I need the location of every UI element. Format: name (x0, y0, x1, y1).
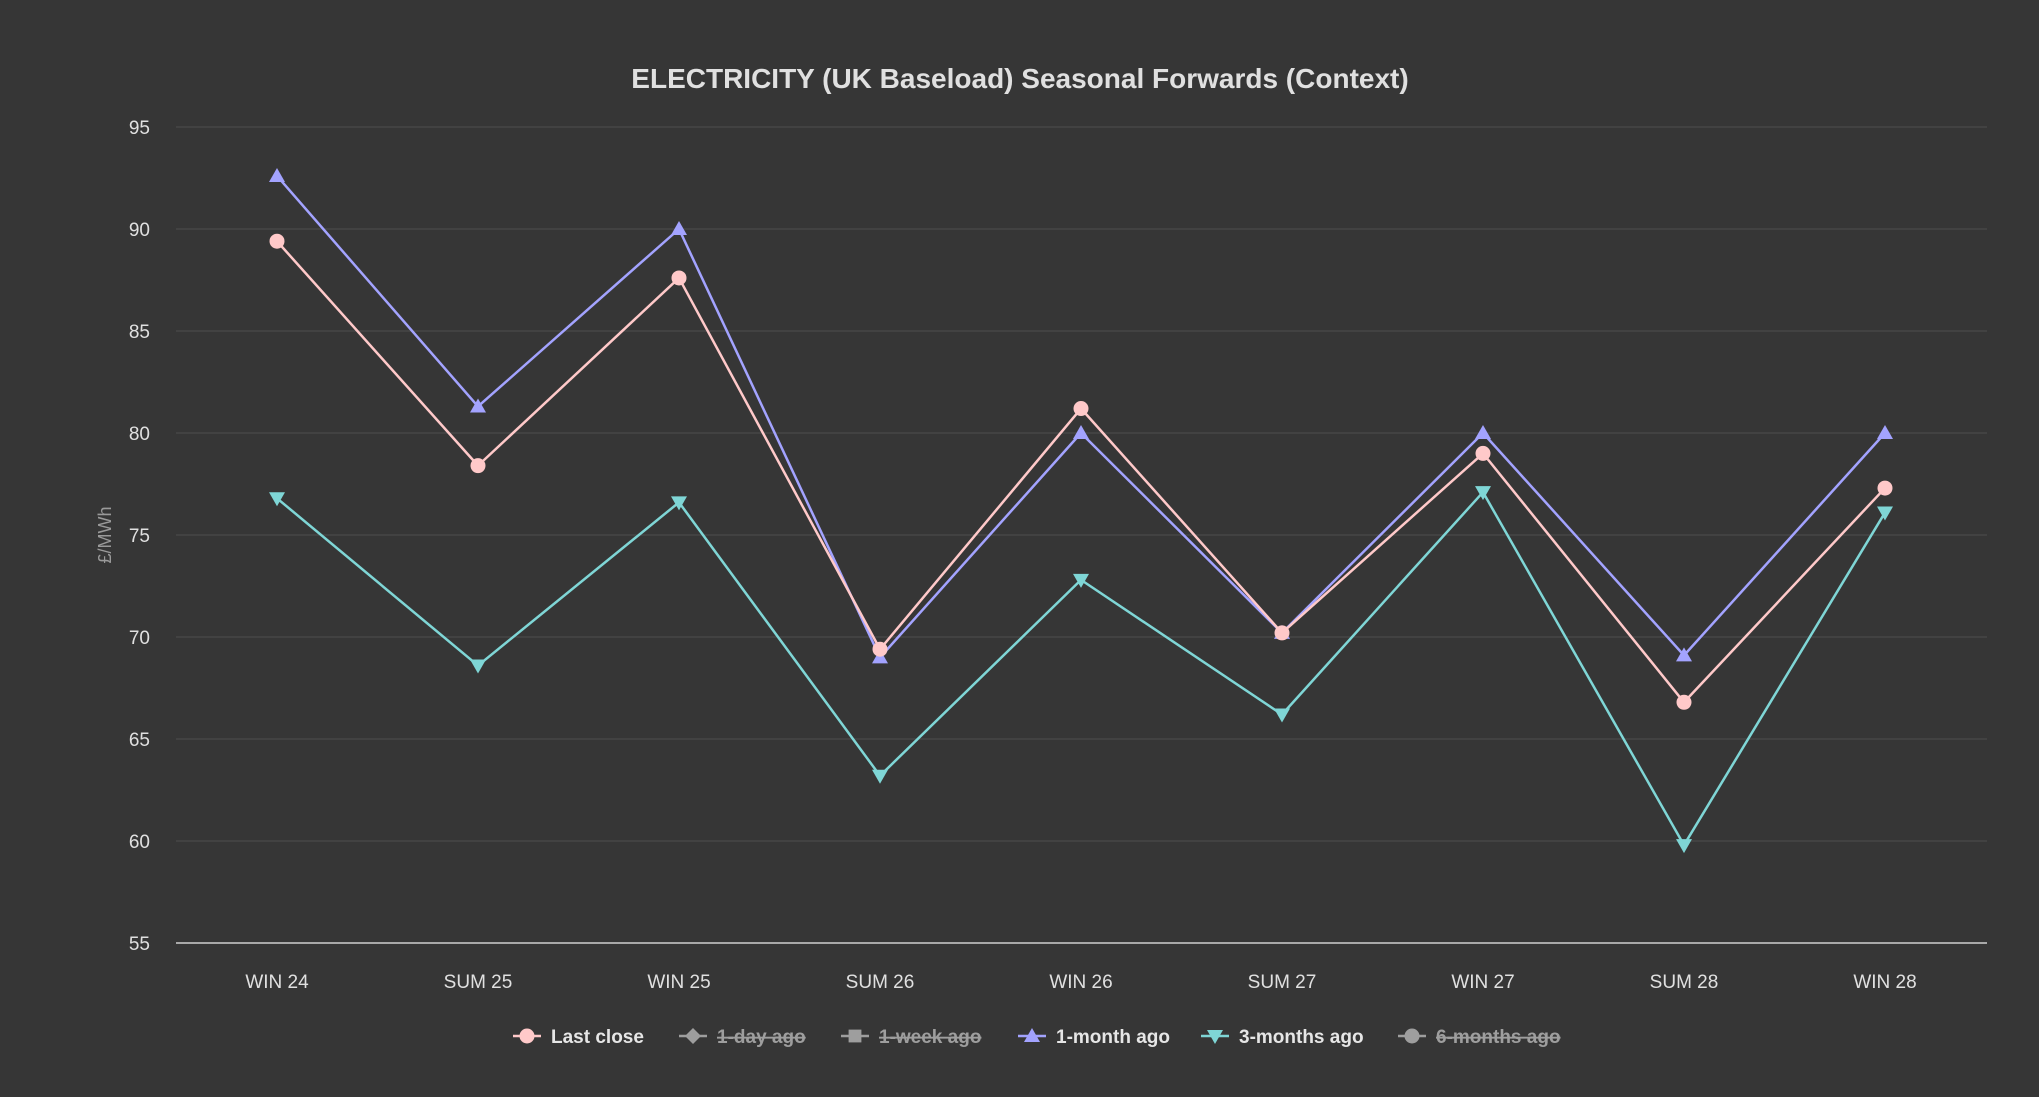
series-1-month-ago (269, 167, 1893, 664)
data-point-3-months-ago (872, 769, 888, 784)
data-point-last-close (1676, 694, 1692, 710)
data-point-3-months-ago (1274, 708, 1290, 723)
x-tick-label: WIN 26 (1049, 972, 1112, 993)
legend-label: 1-week ago (879, 1027, 981, 1048)
legend-marker-square-icon (848, 1029, 862, 1043)
x-tick-label: WIN 28 (1853, 972, 1916, 993)
legend-label: 1-day ago (717, 1027, 806, 1048)
legend: Last close 1-day ago 1-week ago 1-month ago… (513, 1027, 1561, 1048)
data-point-last-close (1073, 401, 1089, 417)
data-point-1-month-ago (1676, 647, 1692, 662)
x-tick-label: WIN 24 (245, 972, 309, 993)
series-line-3-months-ago (276, 490, 1887, 847)
legend-item-6-months-ago[interactable]: 6-months ago (1398, 1027, 1561, 1048)
data-point-1-month-ago (1877, 425, 1893, 439)
legend-marker-diamond-icon (685, 1028, 701, 1044)
chart-title: ELECTRICITY (UK Baseload) Seasonal Forwa… (631, 63, 1408, 94)
series-last-close (269, 233, 1893, 710)
x-tick-label: WIN 25 (647, 972, 710, 993)
series-layer (269, 167, 1893, 854)
data-point-3-months-ago (470, 659, 486, 674)
data-point-3-months-ago (269, 492, 285, 507)
legend-item-1-month-ago[interactable]: 1-month ago (1018, 1027, 1170, 1048)
data-point-last-close (470, 458, 486, 474)
series-3-months-ago (269, 486, 1893, 854)
data-point-last-close (872, 641, 888, 657)
y-axis-ticks: 55 60 65 70 75 80 85 90 95 (129, 118, 150, 955)
y-tick-label: 60 (129, 832, 150, 853)
legend-item-last-close[interactable]: Last close (513, 1027, 644, 1048)
data-point-last-close (1274, 625, 1290, 641)
data-point-last-close (269, 233, 285, 249)
y-tick-label: 75 (129, 526, 150, 547)
data-point-1-month-ago (1475, 425, 1491, 439)
legend-label: 1-month ago (1056, 1027, 1170, 1048)
x-tick-label: SUM 28 (1650, 972, 1719, 993)
data-point-1-month-ago (671, 221, 687, 235)
legend-marker-circle-icon (1404, 1028, 1420, 1044)
y-tick-label: 90 (129, 220, 150, 241)
data-point-3-months-ago (1877, 506, 1893, 521)
legend-item-1-week-ago[interactable]: 1-week ago (841, 1027, 981, 1048)
x-tick-label: SUM 26 (846, 972, 915, 993)
data-point-3-months-ago (1073, 573, 1089, 588)
data-point-last-close (1877, 480, 1893, 496)
data-point-3-months-ago (671, 496, 687, 511)
legend-label: 6-months ago (1436, 1027, 1561, 1048)
y-tick-label: 95 (129, 118, 150, 139)
y-tick-label: 55 (129, 934, 150, 955)
gridlines (176, 126, 1987, 842)
data-point-1-month-ago (269, 167, 285, 182)
x-axis: WIN 24 SUM 25 WIN 25 SUM 26 WIN 26 SUM 27 WIN … (176, 942, 1987, 993)
y-tick-label: 70 (129, 628, 150, 649)
legend-label: 3-months ago (1239, 1027, 1364, 1048)
x-tick-label: WIN 27 (1451, 972, 1514, 993)
data-point-3-months-ago (1475, 486, 1491, 501)
y-tick-label: 65 (129, 730, 150, 751)
legend-label: Last close (551, 1027, 644, 1048)
data-point-1-month-ago (1073, 425, 1089, 439)
y-tick-label: 85 (129, 322, 150, 343)
x-tick-label: SUM 25 (444, 972, 513, 993)
legend-marker-triangle-down-icon (1207, 1030, 1223, 1044)
data-point-last-close (1475, 445, 1491, 461)
legend-item-1-day-ago[interactable]: 1-day ago (679, 1027, 806, 1048)
data-point-1-month-ago (470, 398, 486, 413)
y-axis-label: £/MWh (95, 506, 115, 563)
data-point-3-months-ago (1676, 839, 1692, 854)
legend-item-3-months-ago[interactable]: 3-months ago (1201, 1027, 1364, 1048)
x-tick-label: SUM 27 (1248, 972, 1317, 993)
legend-marker-circle-icon (519, 1028, 535, 1044)
legend-marker-triangle-up-icon (1024, 1028, 1040, 1042)
data-point-last-close (671, 270, 687, 286)
y-tick-label: 80 (129, 424, 150, 445)
